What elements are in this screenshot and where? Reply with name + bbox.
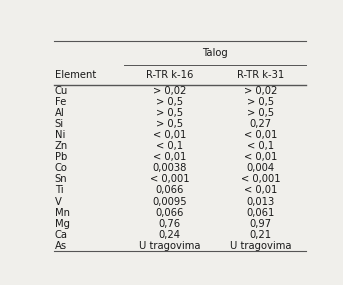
- Text: R-TR k-16: R-TR k-16: [146, 70, 193, 80]
- Text: R-TR k-31: R-TR k-31: [237, 70, 284, 80]
- Text: 0,76: 0,76: [158, 219, 181, 229]
- Text: < 0,001: < 0,001: [150, 174, 189, 184]
- Text: 0,066: 0,066: [155, 207, 184, 218]
- Text: > 0,02: > 0,02: [244, 86, 277, 95]
- Text: Zn: Zn: [55, 141, 68, 151]
- Text: < 0,01: < 0,01: [244, 186, 277, 196]
- Text: 0,0038: 0,0038: [153, 163, 187, 173]
- Text: 0,97: 0,97: [249, 219, 272, 229]
- Text: 0,066: 0,066: [155, 186, 184, 196]
- Text: < 0,01: < 0,01: [153, 130, 186, 140]
- Text: > 0,5: > 0,5: [156, 108, 183, 118]
- Text: Talog: Talog: [202, 48, 228, 58]
- Text: Fe: Fe: [55, 97, 66, 107]
- Text: > 0,5: > 0,5: [247, 108, 274, 118]
- Text: Element: Element: [55, 70, 96, 80]
- Text: 0,27: 0,27: [249, 119, 272, 129]
- Text: < 0,01: < 0,01: [244, 152, 277, 162]
- Text: > 0,5: > 0,5: [156, 119, 183, 129]
- Text: > 0,5: > 0,5: [156, 97, 183, 107]
- Text: U tragovima: U tragovima: [139, 241, 200, 251]
- Text: < 0,1: < 0,1: [247, 141, 274, 151]
- Text: Mn: Mn: [55, 207, 70, 218]
- Text: 0,0095: 0,0095: [152, 197, 187, 207]
- Text: Pb: Pb: [55, 152, 67, 162]
- Text: 0,21: 0,21: [249, 230, 272, 240]
- Text: Mg: Mg: [55, 219, 70, 229]
- Text: > 0,02: > 0,02: [153, 86, 186, 95]
- Text: < 0,001: < 0,001: [241, 174, 280, 184]
- Text: 0,004: 0,004: [247, 163, 275, 173]
- Text: < 0,01: < 0,01: [153, 152, 186, 162]
- Text: 0,061: 0,061: [246, 207, 275, 218]
- Text: Ti: Ti: [55, 186, 63, 196]
- Text: < 0,1: < 0,1: [156, 141, 183, 151]
- Text: V: V: [55, 197, 62, 207]
- Text: Cu: Cu: [55, 86, 68, 95]
- Text: > 0,5: > 0,5: [247, 97, 274, 107]
- Text: Co: Co: [55, 163, 68, 173]
- Text: Si: Si: [55, 119, 64, 129]
- Text: U tragovima: U tragovima: [230, 241, 291, 251]
- Text: Sn: Sn: [55, 174, 68, 184]
- Text: 0,24: 0,24: [159, 230, 181, 240]
- Text: 0,013: 0,013: [247, 197, 275, 207]
- Text: Al: Al: [55, 108, 64, 118]
- Text: Ca: Ca: [55, 230, 68, 240]
- Text: < 0,01: < 0,01: [244, 130, 277, 140]
- Text: Ni: Ni: [55, 130, 65, 140]
- Text: As: As: [55, 241, 67, 251]
